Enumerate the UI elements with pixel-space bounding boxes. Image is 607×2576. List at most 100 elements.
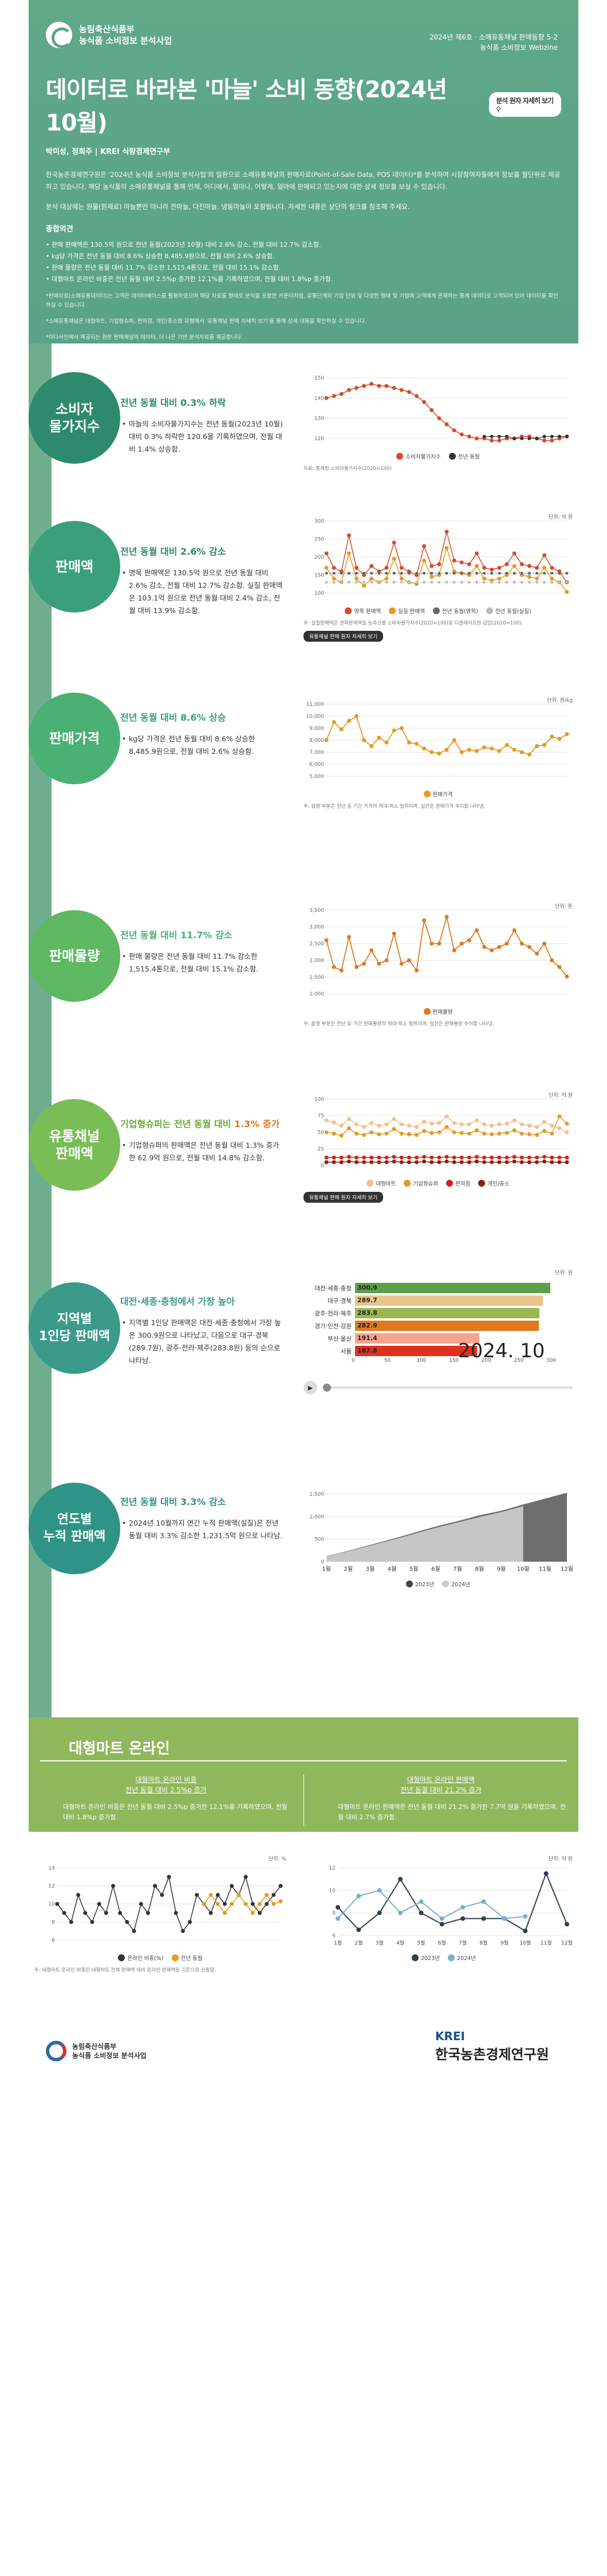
- more-details-button[interactable]: 분석 원자 자세히 보기 ⚲: [489, 92, 561, 117]
- region-bar-row: 서울 187.8: [304, 1345, 573, 1357]
- section-channel: 유통채널 판매액 기업형슈퍼는 전년 동월 대비 1.3% 증가 기업형슈퍼의 …: [0, 1082, 578, 1242]
- data-point: [356, 1894, 361, 1899]
- data-point: [354, 965, 358, 969]
- y-tick-label: 8: [52, 1920, 55, 1926]
- data-point: [535, 580, 538, 584]
- play-icon[interactable]: ▶: [304, 1381, 317, 1394]
- data-point: [512, 551, 517, 556]
- timeline-slider[interactable]: ▶: [304, 1381, 573, 1394]
- data-point: [392, 728, 396, 733]
- data-point: [265, 1902, 269, 1906]
- data-point: [339, 968, 344, 973]
- data-point: [550, 566, 554, 570]
- series-line: [326, 383, 567, 441]
- data-point: [481, 1899, 486, 1904]
- region-label: 대구·경북: [328, 1297, 352, 1305]
- data-point: [523, 1914, 528, 1919]
- data-point: [459, 1160, 464, 1164]
- channel-details-link[interactable]: 유통채널 판매 원자 자세히 보기: [304, 631, 384, 642]
- data-point: [550, 434, 554, 438]
- data-point: [565, 580, 569, 584]
- data-point: [452, 580, 456, 584]
- online-share-line-chart: 6 8 10 12 14: [49, 1866, 283, 1943]
- data-point: [512, 1159, 517, 1164]
- data-point: [369, 1160, 374, 1164]
- data-point: [437, 1155, 442, 1160]
- data-point: [459, 750, 464, 754]
- y-tick-label: 100: [314, 1097, 324, 1103]
- data-point: [475, 436, 479, 441]
- data-point: [467, 938, 471, 943]
- data-point: [519, 1155, 524, 1160]
- region-bar: 283.8: [355, 1308, 539, 1318]
- data-point: [482, 1131, 487, 1136]
- data-point: [167, 1875, 171, 1879]
- legend-swatch: [486, 607, 493, 614]
- data-point: [482, 576, 487, 581]
- chart-legend: 판매가격: [304, 790, 573, 798]
- data-point: [565, 1155, 569, 1160]
- data-point: [354, 1160, 358, 1164]
- data-point: [502, 1916, 507, 1921]
- x-tick-label: 6월: [431, 1566, 440, 1573]
- legend-swatch: [118, 1954, 125, 1961]
- x-tick-label: 4월: [388, 1566, 397, 1573]
- region-bar: 300.9: [355, 1283, 551, 1293]
- channel-details-link[interactable]: 유통채널 판매 원자 자세히 보기: [304, 1192, 384, 1203]
- data-point: [482, 945, 487, 949]
- chart-legend: 판매물량: [304, 1008, 573, 1016]
- data-point: [452, 558, 456, 563]
- data-point: [460, 580, 463, 584]
- section-body-price: kg당 가격은 전년 동월 대비 8.6% 상승한 8,485.9원으로, 전월…: [122, 733, 283, 758]
- data-point: [504, 1155, 509, 1160]
- legend-swatch: [423, 791, 431, 797]
- slider-track[interactable]: [323, 1384, 573, 1392]
- section-region: 지역별 1인당 판매액 대전·세종·충청에서 가장 높아 지역별 1인당 판매액…: [0, 1259, 578, 1431]
- legend-swatch: [448, 1954, 455, 1961]
- data-point: [377, 571, 381, 575]
- slider-handle[interactable]: [323, 1384, 331, 1392]
- data-point: [439, 1922, 444, 1927]
- data-point: [543, 571, 546, 575]
- section-cumulative: 연도별 누적 판매액 전년 동월 대비 3.3% 감소 2024년 10월까지 …: [0, 1477, 578, 1626]
- data-point: [384, 384, 389, 388]
- data-point: [325, 571, 328, 575]
- region-label: 광주·전라·제주: [314, 1310, 352, 1317]
- x-tick-label: 2월: [354, 1939, 362, 1946]
- data-point: [557, 1114, 562, 1119]
- region-bar-row: 대전·세종·충청 300.9: [304, 1282, 573, 1294]
- authors: 박미성, 정희주 | KREI 식량경제연구부: [46, 148, 171, 156]
- data-point: [444, 546, 449, 550]
- region-label: 경기·인천·강원: [314, 1322, 352, 1330]
- data-point: [407, 571, 411, 575]
- data-point: [332, 576, 336, 581]
- data-point: [415, 968, 419, 973]
- section-badge-cumulative: 연도별 누적 판매액: [0, 1483, 120, 1574]
- data-point: [384, 1131, 389, 1136]
- data-point: [452, 1121, 456, 1125]
- data-point: [497, 1131, 502, 1136]
- data-point: [399, 1122, 404, 1127]
- data-point: [362, 580, 366, 584]
- data-point: [271, 1893, 276, 1897]
- series-area: [326, 1506, 523, 1562]
- data-point: [180, 1929, 185, 1933]
- data-point: [392, 540, 396, 545]
- data-point: [452, 1155, 456, 1160]
- data-point: [76, 1893, 81, 1897]
- x-tick-label: 7월: [459, 1939, 467, 1946]
- data-point: [384, 1160, 389, 1164]
- data-point: [332, 1160, 336, 1164]
- data-point: [407, 1123, 411, 1128]
- data-point: [519, 750, 524, 754]
- data-point: [384, 576, 389, 581]
- data-point: [347, 580, 350, 584]
- data-point: [377, 384, 381, 388]
- data-point: [497, 434, 501, 438]
- data-point: [223, 1911, 227, 1915]
- x-tick-label: 7월: [453, 1566, 462, 1573]
- data-point: [550, 958, 554, 963]
- chart-legend: 2023년 2024년: [304, 1580, 573, 1588]
- data-point: [445, 571, 448, 575]
- data-point: [392, 931, 396, 936]
